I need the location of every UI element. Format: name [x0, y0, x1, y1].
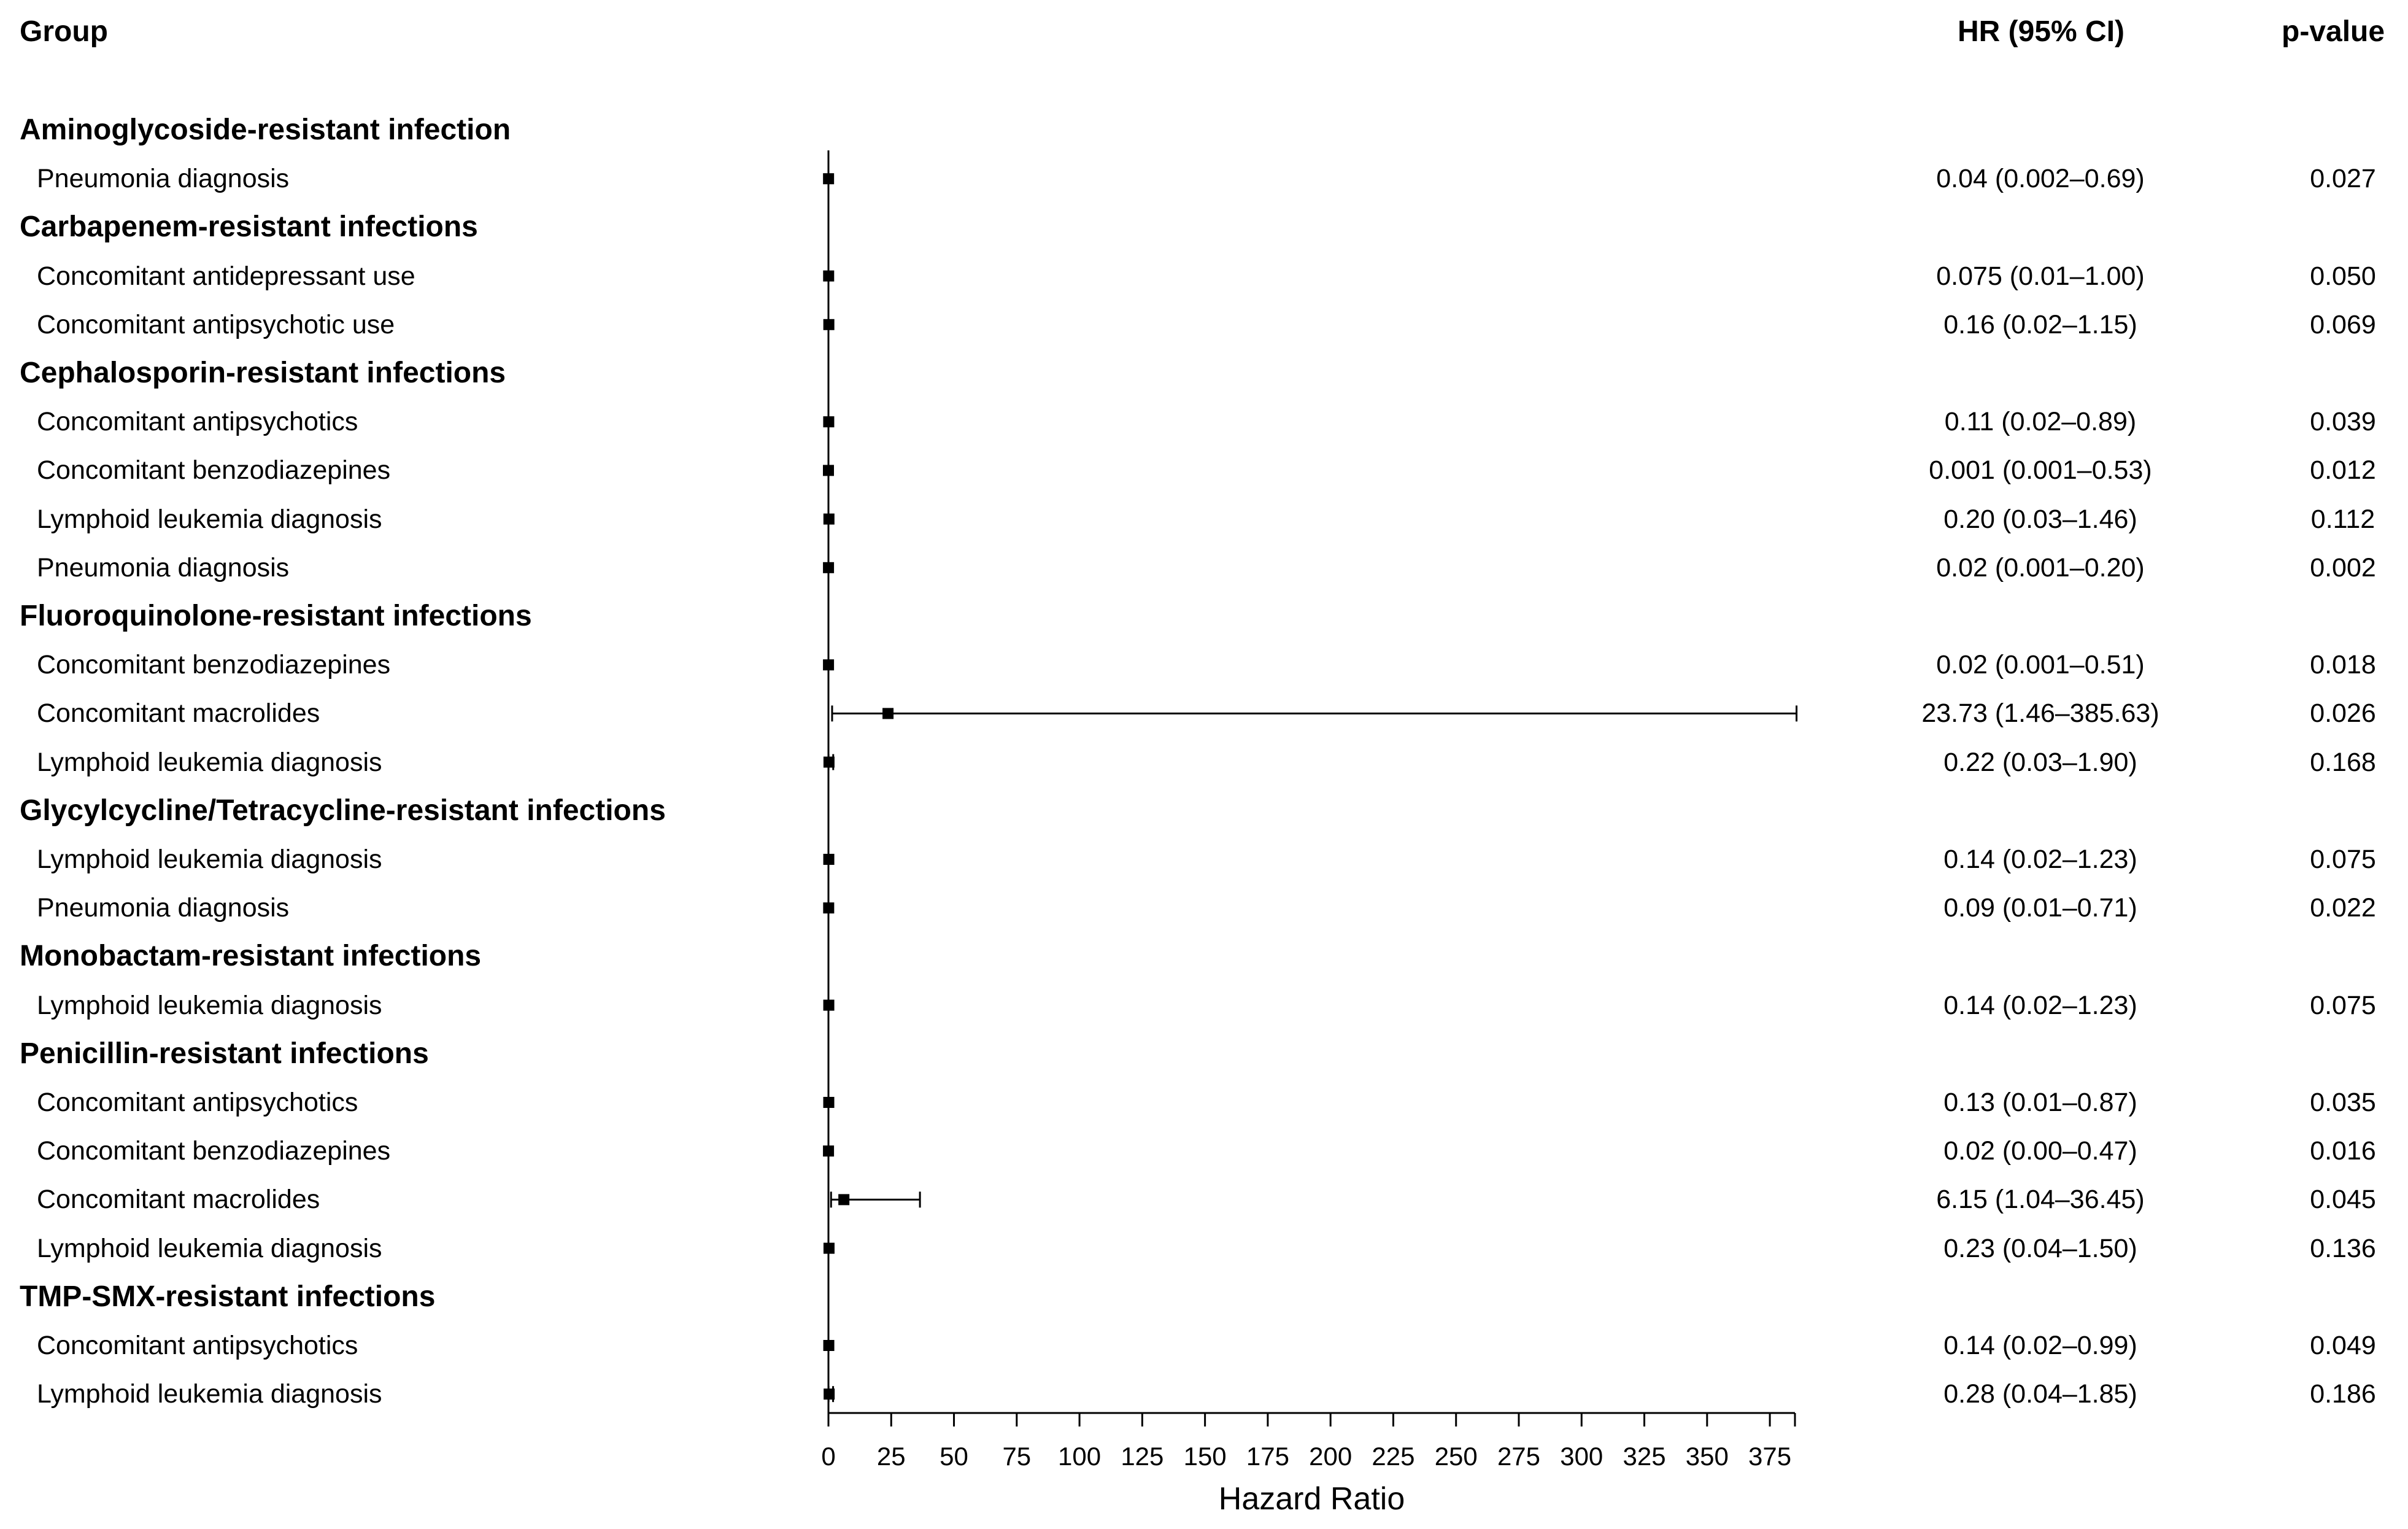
hr-ci-value: 6.15 (1.04–36.45) [1936, 1185, 2145, 1215]
row-label: Lymphoid leukemia diagnosis [37, 990, 382, 1020]
x-tick-label: 250 [1435, 1442, 1478, 1471]
p-value: 0.027 [2310, 164, 2376, 194]
p-value: 0.018 [2310, 650, 2376, 680]
p-value: 0.075 [2310, 845, 2376, 874]
p-value: 0.039 [2310, 407, 2376, 437]
p-value: 0.136 [2310, 1233, 2376, 1263]
row-label: Concomitant antipsychotics [37, 1331, 358, 1360]
x-tick-label: 200 [1309, 1442, 1352, 1471]
hr-ci-value: 0.14 (0.02–1.23) [1943, 845, 2137, 874]
row-label: Pneumonia diagnosis [37, 552, 290, 583]
header-group: Group [20, 15, 108, 48]
x-tick-label: 50 [940, 1442, 968, 1471]
group-label: Aminoglycoside-resistant infection [20, 114, 511, 146]
p-value: 0.186 [2310, 1379, 2376, 1409]
row-label: Lymphoid leukemia diagnosis [37, 1379, 382, 1409]
hr-ci-value: 0.02 (0.001–0.20) [1936, 552, 2145, 583]
row-label: Concomitant antipsychotics [37, 407, 358, 437]
row-label: Concomitant antipsychotics [37, 1088, 358, 1117]
x-tick-label: 300 [1560, 1442, 1603, 1471]
hr-ci-value: 0.13 (0.01–0.87) [1943, 1088, 2137, 1117]
row-label: Pneumonia diagnosis [37, 164, 290, 194]
p-value: 0.026 [2310, 699, 2376, 729]
hr-point [882, 708, 894, 719]
p-value: 0.050 [2310, 261, 2376, 291]
x-tick-label: 350 [1686, 1442, 1729, 1471]
row-label: Concomitant benzodiazepines [37, 455, 391, 486]
x-tick-label: 225 [1372, 1442, 1414, 1471]
row-label: Concomitant benzodiazepines [37, 650, 391, 680]
p-value: 0.069 [2310, 309, 2376, 339]
hr-ci-value: 0.04 (0.002–0.69) [1936, 164, 2145, 194]
p-value: 0.049 [2310, 1331, 2376, 1360]
x-tick-label: 100 [1058, 1442, 1101, 1471]
p-value: 0.112 [2310, 504, 2375, 534]
x-tick-label: 75 [1002, 1442, 1031, 1471]
p-value: 0.075 [2310, 990, 2376, 1020]
row-label: Concomitant antidepressant use [37, 261, 415, 291]
hr-ci-value: 0.075 (0.01–1.00) [1936, 261, 2145, 291]
x-tick-label: 275 [1497, 1442, 1540, 1471]
group-label: Glycylcycline/Tetracycline-resistant inf… [20, 794, 666, 827]
hr-ci-value: 0.16 (0.02–1.15) [1943, 309, 2137, 339]
x-axis-title: Hazard Ratio [1218, 1481, 1405, 1517]
p-value: 0.035 [2310, 1088, 2376, 1117]
row-label: Lymphoid leukemia diagnosis [37, 747, 382, 777]
row-label: Lymphoid leukemia diagnosis [37, 1233, 382, 1263]
hr-ci-value: 0.22 (0.03–1.90) [1943, 747, 2137, 777]
x-tick-label: 25 [877, 1442, 906, 1471]
hr-ci-value: 0.001 (0.001–0.53) [1929, 455, 2152, 486]
group-label: Cephalosporin-resistant infections [20, 357, 506, 389]
header-p-value: p-value [2282, 15, 2385, 48]
x-tick-label: 325 [1623, 1442, 1666, 1471]
hr-ci-value: 0.20 (0.03–1.46) [1943, 504, 2137, 534]
row-label: Pneumonia diagnosis [37, 893, 290, 923]
hr-ci-value: 0.28 (0.04–1.85) [1943, 1379, 2137, 1409]
hr-ci-value: 0.23 (0.04–1.50) [1943, 1233, 2137, 1263]
hr-ci-value: 0.11 (0.02–0.89) [1944, 407, 2137, 437]
hr-ci-value: 0.02 (0.001–0.51) [1936, 650, 2145, 680]
p-value: 0.022 [2310, 893, 2376, 923]
p-value: 0.045 [2310, 1185, 2376, 1215]
x-tick-label: 0 [821, 1442, 835, 1471]
x-tick-label: 150 [1184, 1442, 1227, 1471]
p-value: 0.012 [2310, 455, 2376, 486]
row-label: Concomitant antipsychotic use [37, 309, 395, 339]
row-label: Lymphoid leukemia diagnosis [37, 504, 382, 534]
p-value: 0.016 [2310, 1136, 2376, 1166]
hr-ci-value: 0.09 (0.01–0.71) [1943, 893, 2137, 923]
group-label: Monobactam-resistant infections [20, 940, 482, 973]
group-label: Penicillin-resistant infections [20, 1037, 429, 1070]
row-label: Concomitant macrolides [37, 699, 320, 729]
hr-point [838, 1194, 850, 1206]
header-hr-ci: HR (95% CI) [1958, 15, 2125, 48]
row-label: Lymphoid leukemia diagnosis [37, 845, 382, 874]
group-label: Fluoroquinolone-resistant infections [20, 600, 532, 632]
group-label: TMP-SMX-resistant infections [20, 1280, 436, 1313]
group-label: Carbapenem-resistant infections [20, 211, 478, 244]
row-label: Concomitant macrolides [37, 1185, 320, 1215]
hr-ci-value: 0.14 (0.02–0.99) [1943, 1331, 2137, 1360]
p-value: 0.002 [2310, 552, 2376, 583]
hr-ci-value: 0.14 (0.02–1.23) [1943, 990, 2137, 1020]
hr-ci-value: 0.02 (0.00–0.47) [1943, 1136, 2137, 1166]
x-tick-label: 175 [1246, 1442, 1289, 1471]
hr-ci-value: 23.73 (1.46–385.63) [1921, 699, 2159, 729]
x-tick-label: 375 [1748, 1442, 1791, 1471]
p-value: 0.168 [2310, 747, 2376, 777]
x-tick-label: 125 [1121, 1442, 1163, 1471]
row-label: Concomitant benzodiazepines [37, 1136, 391, 1166]
